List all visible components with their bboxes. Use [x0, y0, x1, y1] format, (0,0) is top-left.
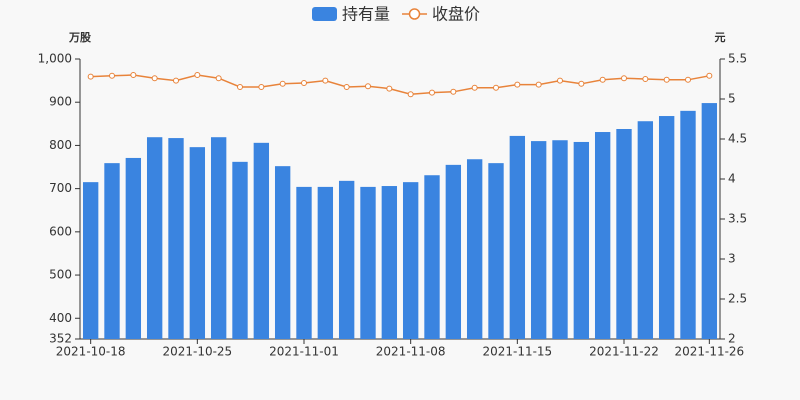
line-point [194, 72, 201, 78]
line-point [87, 73, 94, 80]
line-point [258, 84, 265, 90]
bar [253, 142, 270, 339]
y-tick-label: 1,000 [38, 52, 72, 66]
bar [210, 137, 227, 339]
bar [594, 132, 611, 339]
bar [232, 161, 248, 339]
line-point [663, 76, 670, 83]
bar [509, 135, 526, 339]
bar [466, 159, 483, 339]
line-point [706, 72, 713, 79]
line-point [279, 80, 286, 87]
bar [402, 182, 419, 339]
line-point [215, 75, 222, 82]
line-point [343, 84, 350, 90]
line-point [407, 91, 414, 98]
bar [552, 140, 568, 339]
line-point [685, 76, 691, 83]
bar [701, 103, 718, 340]
line-point [386, 85, 393, 92]
bar [488, 163, 504, 339]
legend-label: 收盘价 [432, 5, 480, 24]
y2-tick-label: 4 [728, 172, 736, 186]
line-point [557, 77, 563, 84]
bar [104, 163, 120, 339]
y-tick-label: 800 [49, 138, 72, 152]
line-point [535, 81, 542, 88]
bar [125, 157, 142, 339]
bar [317, 186, 334, 339]
x-tick-label: 2021-10-18 [56, 345, 126, 359]
bar [680, 110, 696, 339]
x-tick-label: 2021-11-15 [482, 345, 552, 359]
bar [637, 121, 654, 339]
line-point [109, 72, 115, 79]
bar [338, 180, 355, 339]
y2-tick-label: 3 [728, 252, 736, 266]
bar [616, 129, 632, 339]
y-tick-label: 900 [49, 95, 72, 109]
line-point [429, 89, 435, 96]
line-point [621, 75, 627, 82]
bar [530, 141, 547, 339]
y-tick-label: 700 [49, 181, 72, 195]
y-tick-label: 352 [49, 332, 72, 346]
legend-label: 持有量 [342, 5, 390, 24]
y2-tick-label: 2 [728, 332, 736, 346]
line-point [514, 81, 521, 88]
bar [381, 186, 398, 339]
x-tick-label: 2021-11-26 [674, 345, 744, 359]
x-tick-label: 2021-10-25 [162, 345, 232, 359]
bar [189, 147, 206, 339]
line-point [322, 77, 329, 84]
y-tick-label: 400 [49, 311, 72, 325]
line-point [642, 76, 649, 82]
x-tick-label: 2021-11-22 [589, 345, 659, 359]
line-point [450, 88, 457, 95]
line-point [151, 75, 158, 82]
line-point [599, 76, 606, 83]
line [90, 74, 710, 95]
line-point [237, 84, 243, 90]
bar [82, 182, 99, 339]
line-point [471, 84, 478, 91]
bar [573, 141, 590, 339]
line-point [365, 83, 371, 90]
y2-tick-label: 4.5 [728, 132, 747, 146]
line-point [173, 77, 179, 84]
y2-tick-label: 5 [728, 92, 736, 106]
line-point [130, 72, 137, 78]
bar [445, 164, 462, 339]
line-point [301, 80, 307, 86]
x-tick-label: 2021-11-01 [269, 345, 339, 359]
y2-tick-label: 3.5 [728, 212, 747, 226]
legend-swatch [312, 7, 337, 21]
line-point [493, 84, 499, 91]
bar [146, 137, 163, 339]
legend-swatch [408, 8, 421, 20]
y-tick-label: 500 [49, 268, 72, 282]
y2-tick-label: 5.5 [728, 52, 747, 66]
bar [168, 138, 184, 339]
bar [296, 186, 312, 339]
bar [658, 116, 675, 339]
y-tick-label: 600 [49, 224, 72, 238]
y-axis-unit: 万股 [68, 31, 92, 44]
bar [274, 166, 291, 339]
line-point [578, 80, 585, 87]
bar [424, 175, 440, 339]
y2-tick-label: 2.5 [728, 292, 747, 306]
x-tick-label: 2021-11-08 [376, 345, 446, 359]
y2-axis-unit: 元 [715, 31, 726, 44]
bar [360, 186, 376, 339]
